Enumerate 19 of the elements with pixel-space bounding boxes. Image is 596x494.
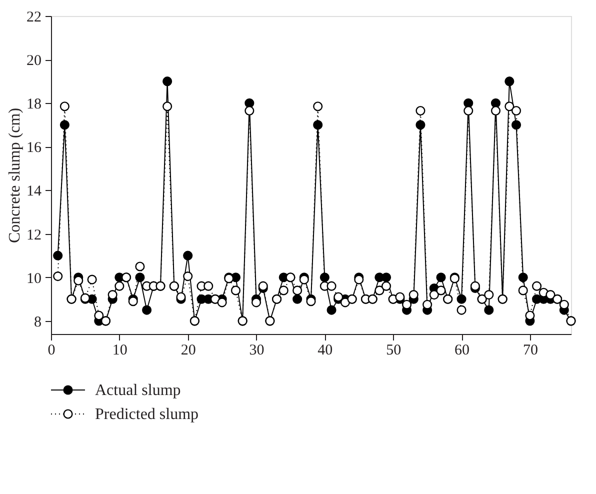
- y-tick-label: 18: [26, 96, 42, 113]
- x-tick-label: 50: [386, 342, 402, 358]
- y-tick-label: 12: [26, 227, 42, 244]
- y-tick-label: 8: [34, 314, 42, 330]
- x-tick-label: 10: [112, 342, 128, 358]
- x-tick-label: 40: [318, 342, 333, 358]
- legend-label: Actual slump: [95, 382, 181, 399]
- x-tick-label: 20: [180, 342, 196, 358]
- x-tick-label: 70: [522, 342, 538, 358]
- y-tick-label: 10: [26, 270, 42, 287]
- y-tick-label: 20: [26, 53, 42, 70]
- y-tick-label: 22: [26, 10, 42, 26]
- y-axis-title: Concrete slump (cm): [6, 108, 24, 244]
- y-tick-label: 16: [26, 140, 42, 156]
- legend-label: Predicted slump: [95, 406, 199, 423]
- x-tick-label: 0: [48, 342, 56, 358]
- x-tick-label: 60: [454, 342, 470, 358]
- y-tick-label: 14: [26, 184, 42, 200]
- x-tick-label: 30: [249, 342, 264, 358]
